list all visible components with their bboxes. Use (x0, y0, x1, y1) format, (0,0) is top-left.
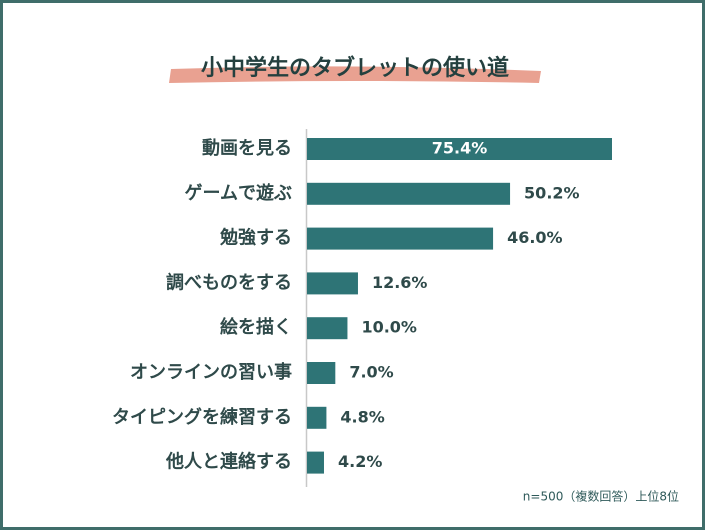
value-label: 12.6% (372, 273, 428, 292)
category-label: オンラインの習い事 (130, 361, 292, 383)
value-label: 46.0% (507, 228, 563, 247)
value-label: 4.8% (340, 407, 384, 426)
bar (307, 317, 348, 340)
bar (307, 362, 336, 384)
bar (307, 406, 327, 429)
note: n=500（複数回答）上位8位 (523, 489, 679, 504)
category-label: 動画を見る (202, 137, 292, 159)
bar (307, 182, 511, 205)
value-label: 50.2% (524, 183, 580, 202)
category-label: 絵を描く (220, 316, 292, 338)
value-label: 4.2% (338, 452, 382, 471)
bar (307, 227, 494, 250)
category-label: 他人と連絡する (165, 451, 292, 473)
category-label: ゲームで遊ぶ (185, 182, 292, 204)
chart: 小中学生のタブレットの使い道 n=500（複数回答）上位8位 動画を見る 75.4… (112, 55, 679, 504)
title-highlight (169, 66, 541, 83)
bar (307, 138, 612, 160)
value-label: 10.0% (361, 318, 417, 337)
category-label: 調べものをする (166, 271, 292, 293)
category-label: タイピングを練習する (112, 406, 292, 428)
bar (307, 272, 358, 295)
chart-title: 小中学生のタブレットの使い道 (201, 55, 509, 81)
category-label: 勉強する (219, 227, 292, 249)
bar (307, 451, 324, 474)
value-label: 75.4% (432, 139, 488, 158)
value-label: 7.0% (349, 363, 393, 382)
